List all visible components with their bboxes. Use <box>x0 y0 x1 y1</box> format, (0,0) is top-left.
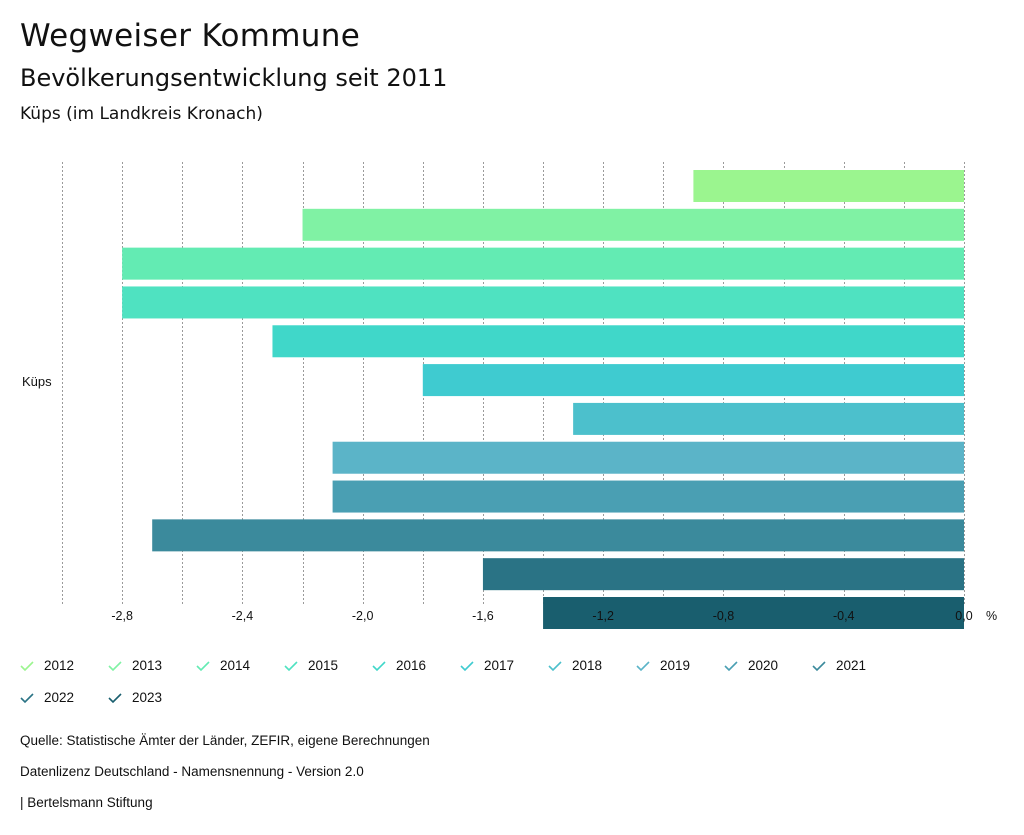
legend-item-2015[interactable]: 2015 <box>284 658 338 673</box>
check-icon <box>108 660 122 671</box>
x-tick-label: -2,8 <box>111 609 133 623</box>
bar-2019[interactable] <box>332 441 965 474</box>
publisher-note: | Bertelsmann Stiftung <box>20 795 153 810</box>
legend-item-2018[interactable]: 2018 <box>548 658 602 673</box>
legend-label: 2019 <box>660 658 691 673</box>
legend-item-2021[interactable]: 2021 <box>812 658 866 673</box>
bar-2013[interactable] <box>302 208 964 241</box>
legend-label: 2022 <box>44 690 75 705</box>
legend-item-2016[interactable]: 2016 <box>372 658 426 673</box>
legend-item-2020[interactable]: 2020 <box>724 658 778 673</box>
legend-label: 2014 <box>220 658 251 673</box>
bar-2023[interactable] <box>543 597 964 629</box>
legend-label: 2012 <box>44 658 75 673</box>
legend-label: 2013 <box>132 658 163 673</box>
legend-item-2019[interactable]: 2019 <box>636 658 690 673</box>
legend-item-2023[interactable]: 2023 <box>108 690 162 705</box>
region-label: Küps (im Landkreis Kronach) <box>20 104 263 124</box>
bar-chart: -2,8 -2,4 -2,0 -1,6 -1,2 -0,8 -0,4 0,0 Küps % <box>22 162 997 629</box>
legend-label: 2018 <box>572 658 603 673</box>
check-icon <box>460 660 474 671</box>
bar-2016[interactable] <box>272 325 964 358</box>
x-tick-label: -2,0 <box>352 609 374 623</box>
bar-2020[interactable] <box>332 480 965 513</box>
bar-2018[interactable] <box>573 402 964 435</box>
legend-item-2012[interactable]: 2012 <box>20 658 74 673</box>
legend-item-2022[interactable]: 2022 <box>20 690 74 705</box>
category-label-kups: Küps <box>22 374 52 389</box>
bar-2014[interactable] <box>122 247 965 280</box>
bar-2017[interactable] <box>422 364 964 397</box>
legend-item-2017[interactable]: 2017 <box>460 658 514 673</box>
legend-item-2014[interactable]: 2014 <box>196 658 250 673</box>
check-icon <box>20 692 34 703</box>
check-icon <box>548 660 562 671</box>
bar-2015[interactable] <box>122 286 965 319</box>
bar-series <box>122 170 965 629</box>
x-tick-label: -1,2 <box>592 609 614 623</box>
x-tick-label: -1,6 <box>472 609 494 623</box>
check-icon <box>284 660 298 671</box>
page-title: Wegweiser Kommune <box>20 18 361 54</box>
bar-2021[interactable] <box>152 519 964 552</box>
check-icon <box>372 660 386 671</box>
x-tick-label: 0,0 <box>955 609 972 623</box>
legend-label: 2017 <box>484 658 515 673</box>
check-icon <box>812 660 826 671</box>
source-note: Quelle: Statistische Ämter der Länder, Z… <box>20 733 430 748</box>
x-axis: -2,8 -2,4 -2,0 -1,6 -1,2 -0,8 -0,4 0,0 <box>111 609 972 623</box>
check-icon <box>636 660 650 671</box>
check-icon <box>20 660 34 671</box>
check-icon <box>108 692 122 703</box>
license-note: Datenlizenz Deutschland - Namensnennung … <box>20 764 364 779</box>
legend-label: 2016 <box>396 658 427 673</box>
legend-label: 2021 <box>836 658 867 673</box>
legend-label: 2015 <box>308 658 339 673</box>
check-icon <box>196 660 210 671</box>
x-axis-unit: % <box>986 609 997 623</box>
chart-subtitle: Bevölkerungsentwicklung seit 2011 <box>20 64 448 92</box>
legend-label: 2023 <box>132 690 163 705</box>
bar-2012[interactable] <box>693 170 964 202</box>
x-tick-label: -2,4 <box>232 609 254 623</box>
x-tick-label: -0,4 <box>833 609 855 623</box>
check-icon <box>724 660 738 671</box>
bar-2022[interactable] <box>482 558 964 591</box>
x-tick-label: -0,8 <box>713 609 735 623</box>
legend-label: 2020 <box>748 658 779 673</box>
legend-item-2013[interactable]: 2013 <box>108 658 162 673</box>
